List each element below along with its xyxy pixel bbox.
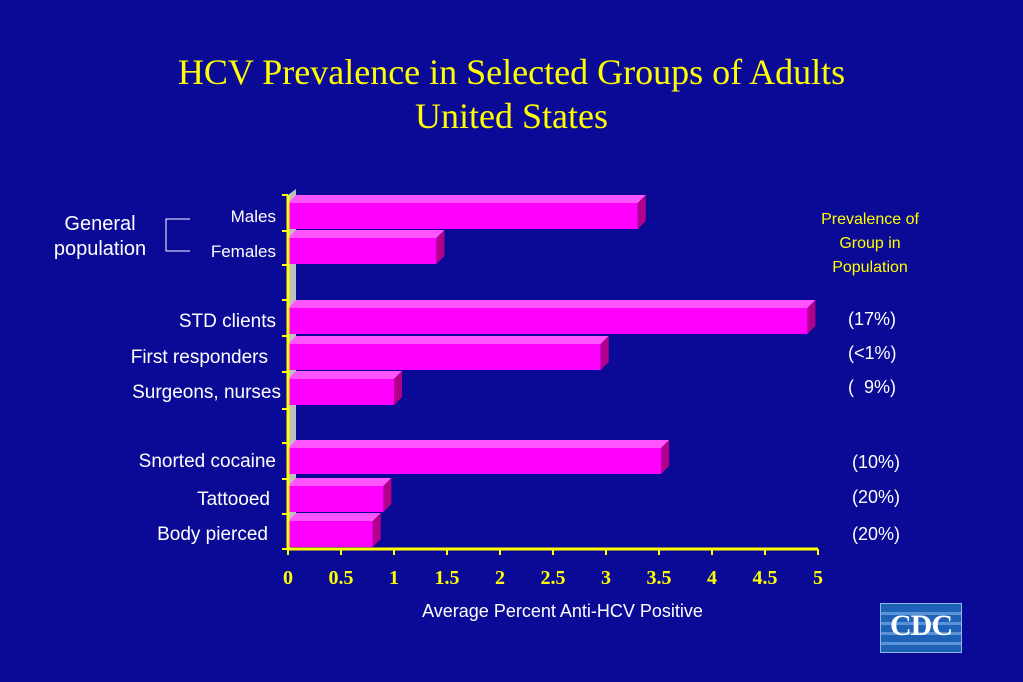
bar-side-tattooed — [383, 478, 392, 512]
category-label: First responders — [130, 347, 268, 368]
x-tick-label: 3 — [601, 567, 611, 589]
prevalence-value: (<1%) — [848, 343, 897, 363]
bar-snorted-cocaine — [288, 448, 662, 474]
prevalence-header: Prevalence of Group in Population — [790, 208, 950, 280]
category-label: Body pierced — [157, 524, 268, 545]
bar-side-std-clients — [807, 300, 816, 334]
x-tick-label: 1 — [389, 567, 399, 589]
prevalence-value: (20%) — [852, 487, 901, 507]
bar-surgeons-nurses — [288, 379, 394, 405]
x-axis-label: Average Percent Anti-HCV Positive — [422, 601, 703, 621]
bar-side-males — [637, 195, 646, 229]
general-population-bracket — [165, 218, 190, 252]
general-population-label-line-1: General — [64, 213, 136, 235]
bar-side-first-responders — [600, 336, 609, 370]
prevalence-header-line-3: Population — [832, 259, 908, 276]
general-population-label: General population — [40, 212, 160, 262]
bar-side-surgeons-nurses — [394, 371, 402, 405]
x-tick-label: 4 — [707, 567, 717, 589]
bar-top-males — [288, 195, 646, 203]
bar-top-tattooed — [288, 478, 392, 486]
bar-females — [288, 238, 437, 264]
bar-top-snorted-cocaine — [288, 440, 670, 448]
x-tick-label: 0 — [283, 567, 293, 589]
general-population-label-line-2: population — [53, 238, 147, 260]
x-tick-label: 5 — [813, 567, 823, 589]
prevalence-header-line-1: Prevalence of — [821, 211, 919, 228]
bar-side-females — [436, 230, 445, 264]
category-label: Males — [230, 207, 276, 226]
category-label: Females — [210, 242, 276, 261]
bar-std-clients — [288, 308, 808, 334]
x-tick-label: 2 — [495, 567, 505, 589]
prevalence-value: ( 9%) — [848, 377, 897, 397]
category-label: Tattooed — [197, 489, 270, 510]
chart-title-line-1: HCV Prevalence in Selected Groups of Adu… — [177, 52, 846, 92]
prevalence-value: (17%) — [848, 309, 897, 329]
chart-title-line-2: United States — [415, 96, 608, 136]
prevalence-value: (20%) — [852, 524, 901, 544]
bar-side-body-pierced — [372, 513, 381, 547]
x-tick-label: 0.5 — [329, 567, 354, 589]
prevalence-header-line-2: Group in — [839, 235, 901, 252]
x-tick-label: 3.5 — [647, 567, 672, 589]
bar-top-surgeons-nurses — [288, 371, 402, 379]
cdc-logo: CDC — [880, 603, 962, 653]
category-label: Surgeons, nurses — [132, 382, 281, 403]
bar-body-pierced — [288, 521, 373, 547]
chart-title: HCV Prevalence in Selected Groups of Adu… — [0, 50, 1023, 138]
cdc-logo-text: CDC — [890, 609, 953, 642]
category-label: STD clients — [178, 311, 276, 332]
x-tick-label: 4.5 — [753, 567, 778, 589]
bar-side-snorted-cocaine — [661, 440, 670, 474]
bar-top-first-responders — [288, 336, 609, 344]
bar-tattooed — [288, 486, 384, 512]
bar-first-responders — [288, 344, 601, 370]
x-tick-label: 1.5 — [435, 567, 460, 589]
prevalence-value: (10%) — [852, 452, 901, 472]
x-tick-label: 2.5 — [541, 567, 566, 589]
bar-males — [288, 203, 638, 229]
bar-top-females — [288, 230, 445, 238]
bar-top-body-pierced — [288, 513, 381, 521]
bar-top-std-clients — [288, 300, 816, 308]
category-label: Snorted cocaine — [138, 451, 276, 472]
